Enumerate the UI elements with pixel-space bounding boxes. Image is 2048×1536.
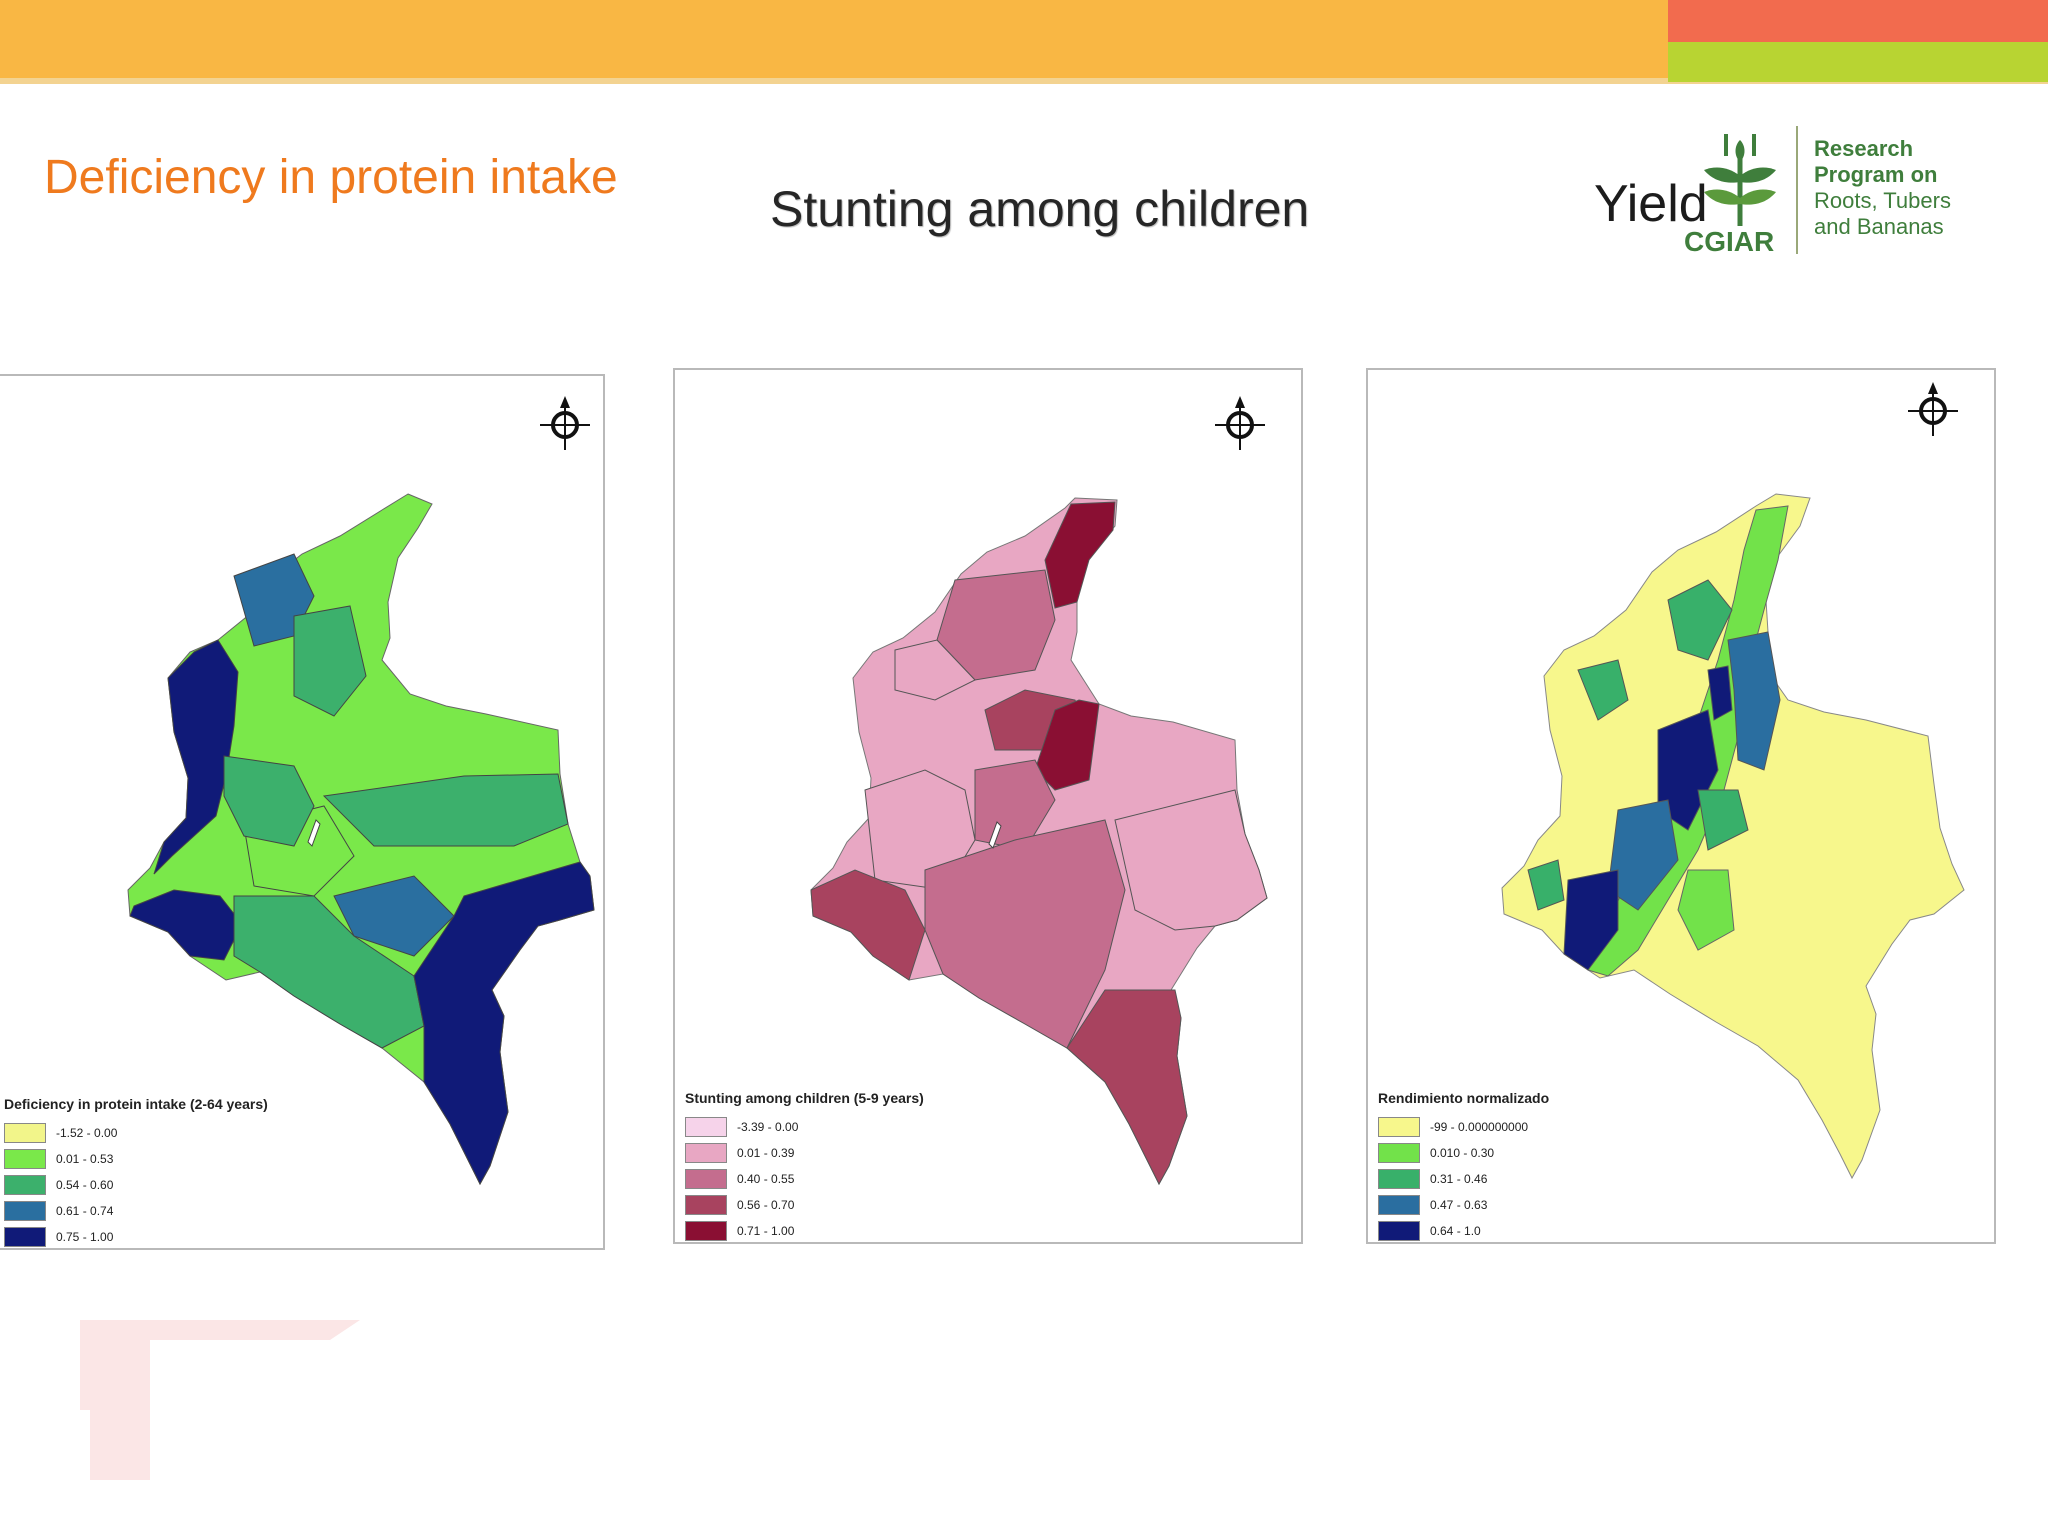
legend-item: 0.64 - 1.0 — [1378, 1218, 1549, 1244]
logo-line: Roots, Tubers — [1814, 188, 1951, 213]
legend-label: -1.52 - 0.00 — [56, 1126, 118, 1140]
legend-item: -1.52 - 0.00 — [4, 1120, 268, 1146]
legend-label: -99 - 0.000000000 — [1430, 1120, 1529, 1134]
slide-title: Stunting among children — [770, 181, 1310, 237]
logo-cgiar: CGIAR — [1684, 226, 1775, 257]
legend-swatch — [685, 1117, 727, 1137]
legend-label: 0.01 - 0.53 — [56, 1152, 114, 1166]
legend-item: 0.31 - 0.46 — [1378, 1166, 1549, 1192]
watermark-logo-icon — [80, 1320, 360, 1480]
logo-line: and Bananas — [1814, 214, 1944, 239]
legend-swatch — [685, 1221, 727, 1241]
north-arrow-icon — [1215, 396, 1265, 450]
legend-label: 0.47 - 0.63 — [1430, 1198, 1488, 1212]
legend-label: 0.56 - 0.70 — [737, 1198, 795, 1212]
legend-item: 0.010 - 0.30 — [1378, 1140, 1549, 1166]
map-legend: Rendimiento normalizado -99 - 0.00000000… — [1378, 1090, 1549, 1244]
legend-label: 0.75 - 1.00 — [56, 1230, 114, 1244]
logo-program-text: Research Program on Roots, Tubers and Ba… — [1814, 136, 1994, 240]
wheat-leaf-logo-icon — [1704, 134, 1776, 226]
map-legend: Stunting among children (5-9 years) -3.3… — [685, 1090, 924, 1244]
legend-label: 0.40 - 0.55 — [737, 1172, 795, 1186]
legend-label: 0.64 - 1.0 — [1430, 1224, 1481, 1238]
legend-item: 0.75 - 1.00 — [4, 1224, 268, 1250]
north-arrow-icon — [540, 396, 590, 450]
logo-wordmark: Yield — [1594, 175, 1708, 233]
colombia-map-protein — [127, 493, 595, 1186]
legend-swatch — [1378, 1169, 1420, 1189]
legend-swatch — [1378, 1117, 1420, 1137]
legend-title: Deficiency in protein intake (2-64 years… — [4, 1096, 268, 1112]
slide-heading: Deficiency in protein intake — [44, 151, 618, 204]
legend-label: 0.31 - 0.46 — [1430, 1172, 1488, 1186]
logo-line: Program on — [1814, 162, 1938, 187]
colombia-map-yield — [1501, 493, 1965, 1180]
legend-label: 0.54 - 0.60 — [56, 1178, 114, 1192]
legend-item: 0.01 - 0.39 — [685, 1140, 924, 1166]
legend-item: 0.54 - 0.60 — [4, 1172, 268, 1198]
legend-swatch — [4, 1175, 46, 1195]
legend-label: -3.39 - 0.00 — [737, 1120, 799, 1134]
legend-swatch — [1378, 1143, 1420, 1163]
legend-item: 0.56 - 0.70 — [685, 1192, 924, 1218]
legend-label: 0.010 - 0.30 — [1430, 1146, 1495, 1160]
legend-swatch — [685, 1143, 727, 1163]
map-panel-protein: Deficiency in protein intake (2-64 years… — [0, 374, 605, 1250]
legend-item: -99 - 0.000000000 — [1378, 1114, 1549, 1140]
legend-item: 0.47 - 0.63 — [1378, 1192, 1549, 1218]
legend-item: 0.40 - 0.55 — [685, 1166, 924, 1192]
banner-accent-green — [1668, 42, 2048, 82]
logo-divider — [1796, 126, 1798, 254]
legend-label: 0.71 - 1.00 — [737, 1224, 795, 1238]
legend-item: 0.71 - 1.00 — [685, 1218, 924, 1244]
legend-item: -3.39 - 0.00 — [685, 1114, 924, 1140]
colombia-map-stunting — [810, 497, 1268, 1186]
legend-swatch — [4, 1149, 46, 1169]
legend-title: Rendimiento normalizado — [1378, 1090, 1550, 1106]
north-arrow-icon — [1908, 382, 1958, 436]
banner-accent-red — [1668, 0, 2048, 42]
legend-title: Stunting among children (5-9 years) — [685, 1090, 924, 1106]
legend-swatch — [685, 1195, 727, 1215]
legend-swatch — [685, 1169, 727, 1189]
map-panel-stunting: Stunting among children (5-9 years) -3.3… — [673, 368, 1303, 1244]
legend-swatch — [1378, 1221, 1420, 1241]
legend-item: 0.61 - 0.74 — [4, 1198, 268, 1224]
legend-item: 0.01 - 0.53 — [4, 1146, 268, 1172]
legend-label: 0.61 - 0.74 — [56, 1204, 114, 1218]
legend-swatch — [4, 1227, 46, 1247]
legend-swatch — [4, 1123, 46, 1143]
map-panel-yield: Rendimiento normalizado -99 - 0.00000000… — [1366, 368, 1996, 1244]
logo-line: Research — [1814, 136, 1914, 161]
rtb-logo: Yield CGIAR Research Program on Roots, T… — [1590, 124, 1990, 274]
legend-swatch — [1378, 1195, 1420, 1215]
map-legend: Deficiency in protein intake (2-64 years… — [4, 1096, 268, 1250]
legend-label: 0.01 - 0.39 — [737, 1146, 795, 1160]
legend-swatch — [4, 1201, 46, 1221]
